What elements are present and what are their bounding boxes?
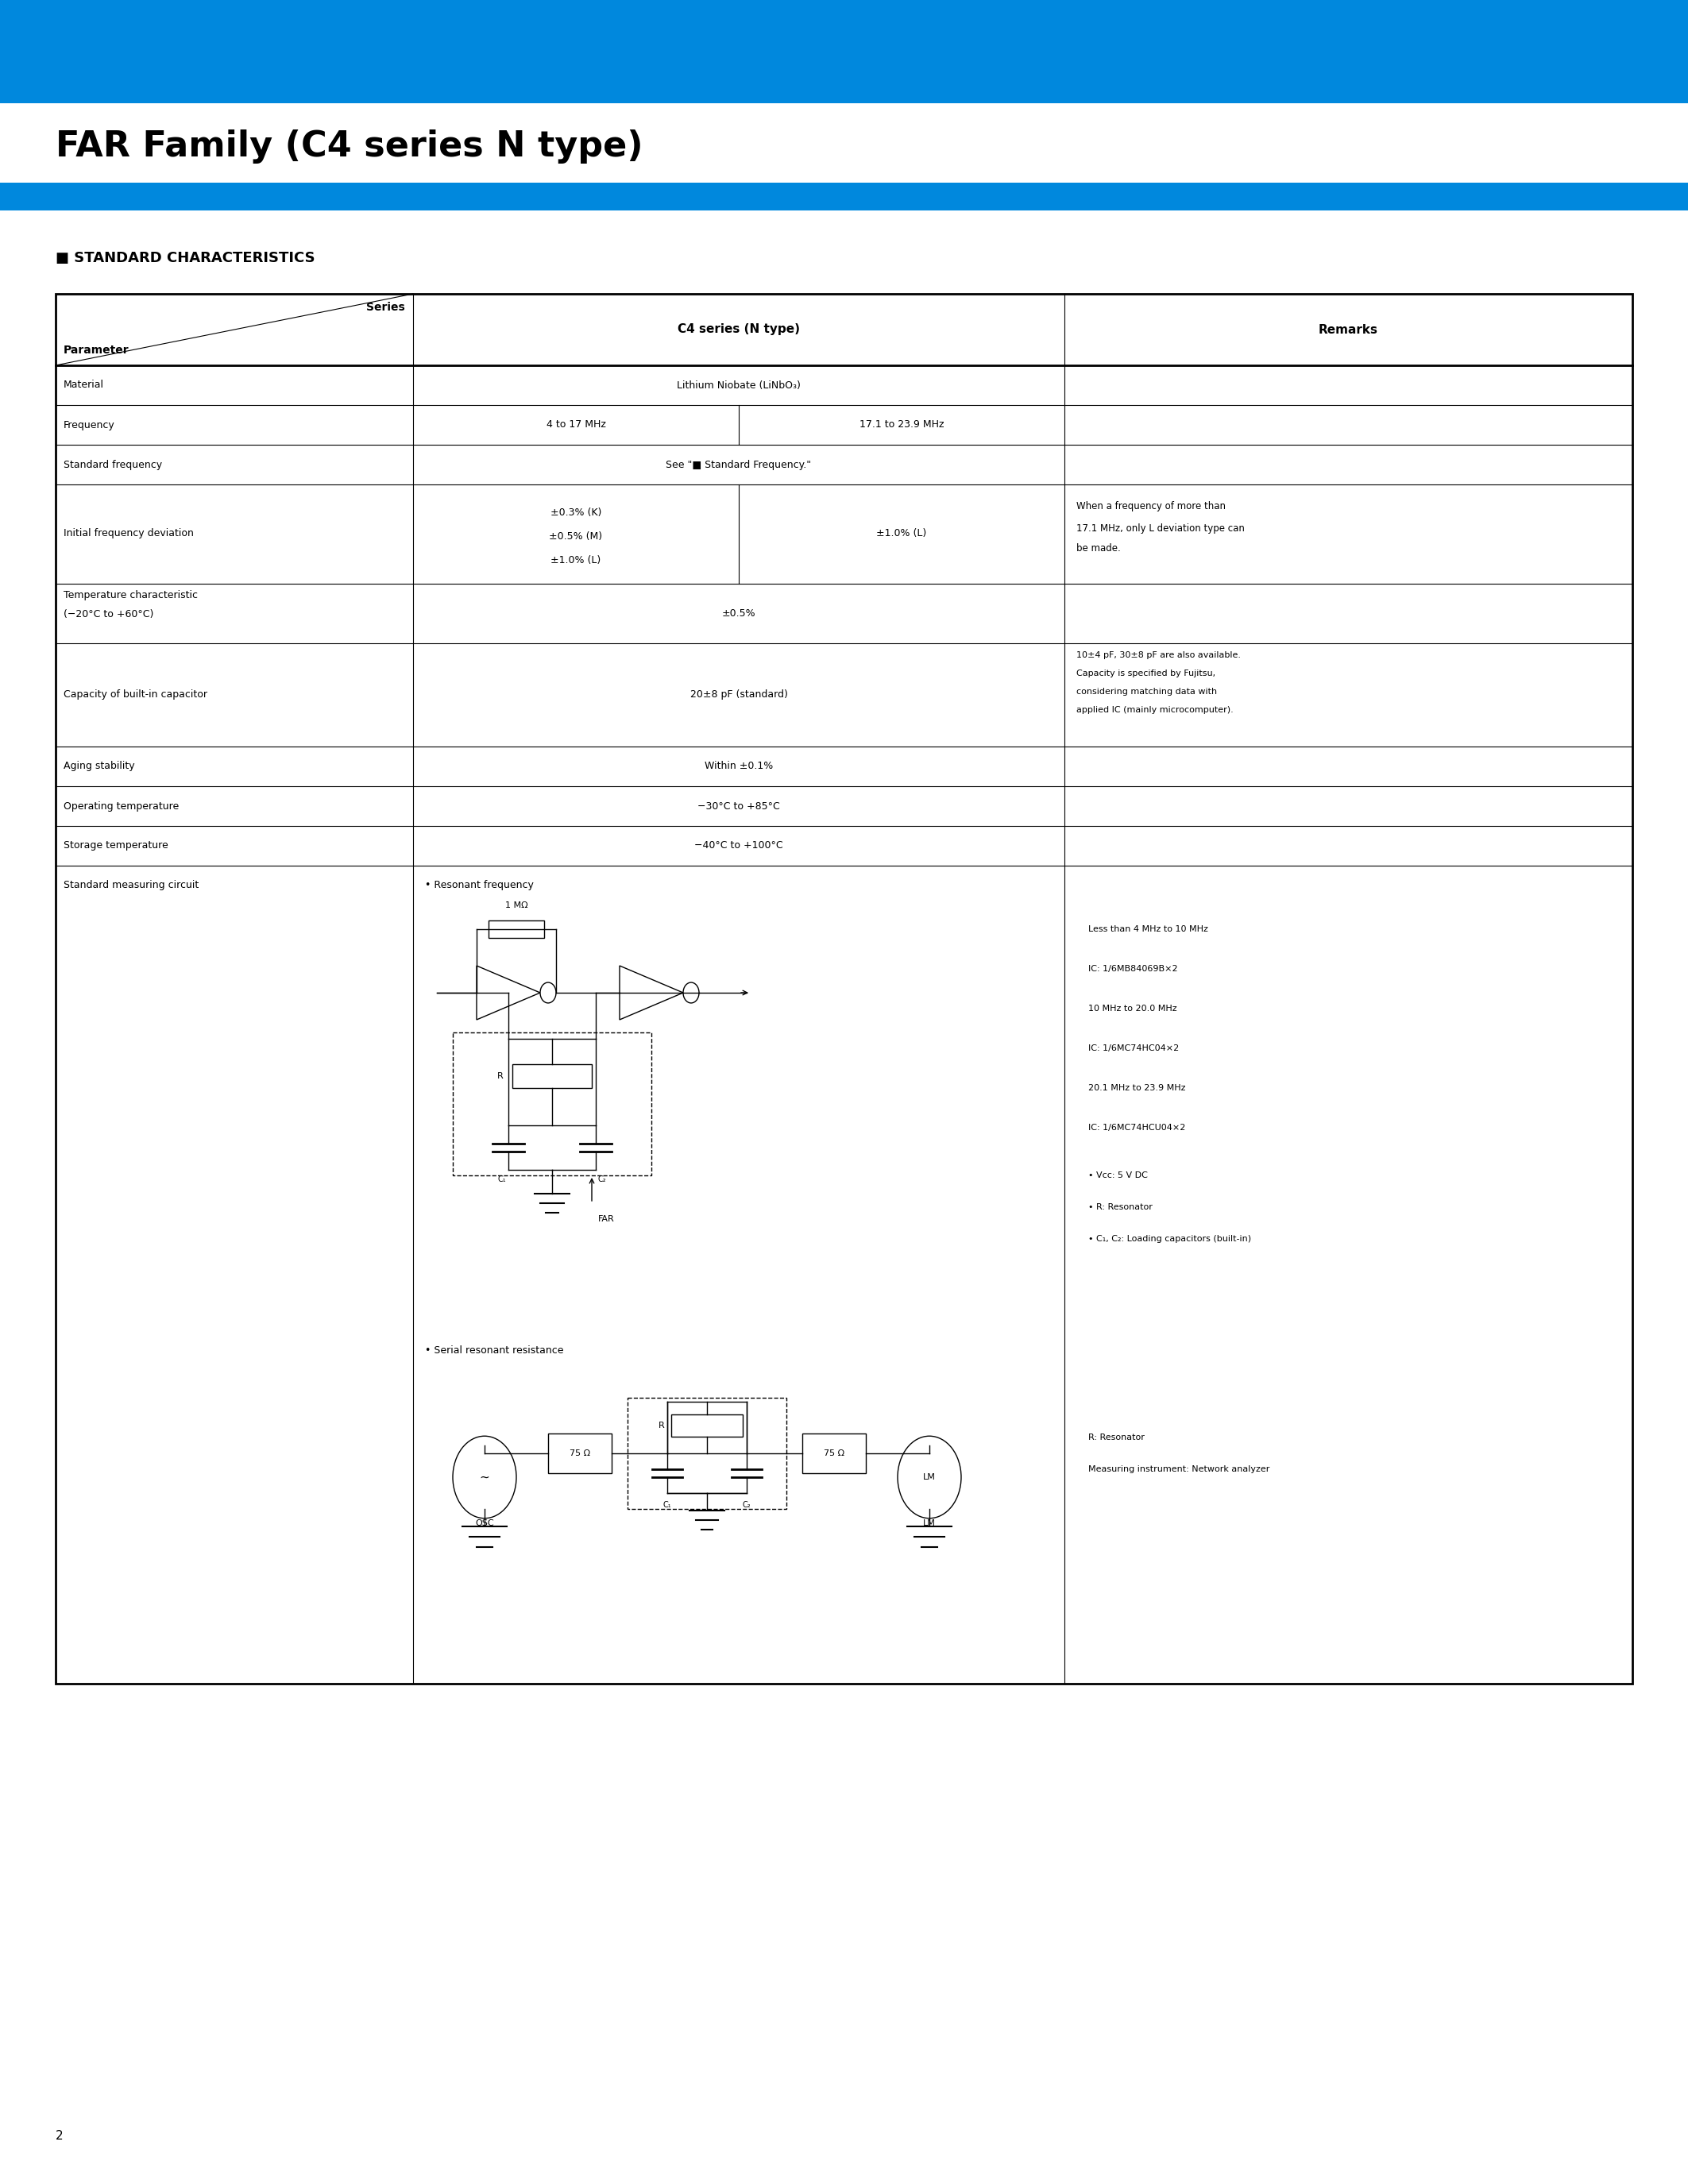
Text: Standard measuring circuit: Standard measuring circuit bbox=[64, 880, 199, 891]
Polygon shape bbox=[476, 965, 540, 1020]
Text: 17.1 MHz, only L deviation type can: 17.1 MHz, only L deviation type can bbox=[1077, 522, 1244, 533]
Text: 20.1 MHz to 23.9 MHz: 20.1 MHz to 23.9 MHz bbox=[1089, 1083, 1185, 1092]
Text: ±1.0% (L): ±1.0% (L) bbox=[550, 555, 601, 566]
Text: ■ STANDARD CHARACTERISTICS: ■ STANDARD CHARACTERISTICS bbox=[56, 251, 316, 264]
Text: ±0.5% (M): ±0.5% (M) bbox=[549, 531, 603, 542]
Text: be made.: be made. bbox=[1077, 544, 1121, 553]
Text: • Resonant frequency: • Resonant frequency bbox=[425, 880, 533, 891]
Text: Lithium Niobate (LiNbO₃): Lithium Niobate (LiNbO₃) bbox=[677, 380, 800, 391]
Text: • Vcc: 5 V DC: • Vcc: 5 V DC bbox=[1089, 1171, 1148, 1179]
Bar bbox=[628, 1398, 787, 1509]
Circle shape bbox=[540, 983, 555, 1002]
Text: Aging stability: Aging stability bbox=[64, 762, 135, 771]
Text: Standard frequency: Standard frequency bbox=[64, 459, 162, 470]
Bar bbox=[513, 1064, 592, 1088]
Text: ±1.0% (L): ±1.0% (L) bbox=[876, 529, 927, 539]
Circle shape bbox=[452, 1437, 517, 1518]
Text: Measuring instrument: Network analyzer: Measuring instrument: Network analyzer bbox=[1089, 1465, 1269, 1474]
Text: Within ±0.1%: Within ±0.1% bbox=[704, 762, 773, 771]
Text: R: R bbox=[658, 1422, 665, 1431]
Text: C₂: C₂ bbox=[598, 1175, 606, 1184]
Bar bbox=[0, 183, 1688, 210]
Text: IC: 1/6MC74HCU04×2: IC: 1/6MC74HCU04×2 bbox=[1089, 1125, 1185, 1131]
Text: 20±8 pF (standard): 20±8 pF (standard) bbox=[690, 690, 788, 701]
Text: LM: LM bbox=[923, 1474, 935, 1481]
Text: C₁: C₁ bbox=[663, 1500, 672, 1509]
Text: C4 series (N type): C4 series (N type) bbox=[677, 323, 800, 336]
Text: 17.1 to 23.9 MHz: 17.1 to 23.9 MHz bbox=[859, 419, 944, 430]
Text: Parameter: Parameter bbox=[64, 345, 130, 356]
Text: IC: 1/6MC74HC04×2: IC: 1/6MC74HC04×2 bbox=[1089, 1044, 1178, 1053]
Bar bbox=[488, 919, 544, 937]
Text: 2: 2 bbox=[56, 2129, 62, 2143]
Text: Frequency: Frequency bbox=[64, 419, 115, 430]
Text: FAR: FAR bbox=[598, 1214, 614, 1223]
Text: considering matching data with: considering matching data with bbox=[1077, 688, 1217, 697]
Text: • C₁, C₂: Loading capacitors (built-in): • C₁, C₂: Loading capacitors (built-in) bbox=[1089, 1234, 1251, 1243]
Text: R: Resonator: R: Resonator bbox=[1089, 1433, 1144, 1441]
Bar bbox=[452, 1033, 652, 1175]
Text: FAR Family (C4 series N type): FAR Family (C4 series N type) bbox=[56, 129, 643, 164]
Text: ±0.5%: ±0.5% bbox=[722, 607, 756, 618]
Text: C₂: C₂ bbox=[743, 1500, 751, 1509]
Text: LM: LM bbox=[923, 1520, 935, 1527]
Text: • R: Resonator: • R: Resonator bbox=[1089, 1203, 1153, 1212]
Text: ±0.3% (K): ±0.3% (K) bbox=[550, 507, 601, 518]
Text: OSC: OSC bbox=[476, 1520, 495, 1527]
Bar bbox=[549, 1433, 611, 1474]
Text: Operating temperature: Operating temperature bbox=[64, 802, 179, 810]
Text: 10 MHz to 20.0 MHz: 10 MHz to 20.0 MHz bbox=[1089, 1005, 1177, 1013]
Text: Material: Material bbox=[64, 380, 105, 391]
Text: 4 to 17 MHz: 4 to 17 MHz bbox=[547, 419, 606, 430]
Text: 1 MΩ: 1 MΩ bbox=[505, 902, 528, 909]
Text: Less than 4 MHz to 10 MHz: Less than 4 MHz to 10 MHz bbox=[1089, 926, 1209, 933]
Text: Initial frequency deviation: Initial frequency deviation bbox=[64, 529, 194, 539]
Text: 10±4 pF, 30±8 pF are also available.: 10±4 pF, 30±8 pF are also available. bbox=[1077, 651, 1241, 660]
Circle shape bbox=[898, 1437, 960, 1518]
Bar bbox=[672, 1415, 743, 1437]
Text: Temperature characteristic: Temperature characteristic bbox=[64, 590, 197, 601]
Text: −30°C to +85°C: −30°C to +85°C bbox=[697, 802, 780, 810]
Text: applied IC (mainly microcomputer).: applied IC (mainly microcomputer). bbox=[1077, 705, 1234, 714]
Polygon shape bbox=[619, 965, 684, 1020]
Text: See "■ Standard Frequency.": See "■ Standard Frequency." bbox=[667, 459, 812, 470]
Text: IC: 1/6MB84069B×2: IC: 1/6MB84069B×2 bbox=[1089, 965, 1178, 972]
Text: Series: Series bbox=[366, 301, 405, 312]
Bar bbox=[802, 1433, 866, 1474]
Bar bbox=[0, 0, 1688, 103]
Text: Capacity of built-in capacitor: Capacity of built-in capacitor bbox=[64, 690, 208, 701]
Text: C₁: C₁ bbox=[498, 1175, 506, 1184]
Text: −40°C to +100°C: −40°C to +100°C bbox=[694, 841, 783, 852]
Text: ~: ~ bbox=[479, 1472, 490, 1483]
Text: 75 Ω: 75 Ω bbox=[569, 1450, 591, 1457]
Text: Storage temperature: Storage temperature bbox=[64, 841, 169, 852]
Circle shape bbox=[684, 983, 699, 1002]
Text: Remarks: Remarks bbox=[1318, 323, 1377, 336]
Text: When a frequency of more than: When a frequency of more than bbox=[1077, 502, 1225, 511]
Text: • Serial resonant resistance: • Serial resonant resistance bbox=[425, 1345, 564, 1356]
Bar bbox=[56, 295, 1632, 1684]
Text: R: R bbox=[498, 1072, 503, 1081]
Text: Capacity is specified by Fujitsu,: Capacity is specified by Fujitsu, bbox=[1077, 670, 1215, 677]
Text: (−20°C to +60°C): (−20°C to +60°C) bbox=[64, 609, 154, 618]
Text: 75 Ω: 75 Ω bbox=[824, 1450, 844, 1457]
